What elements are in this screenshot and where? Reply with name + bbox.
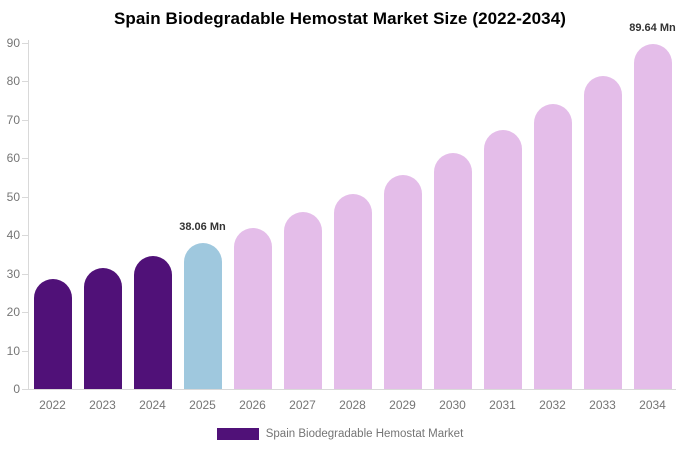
bar-2027 [283, 212, 322, 389]
y-axis-tick-mark [22, 81, 28, 83]
y-axis-tick-mark [22, 196, 28, 198]
x-axis-label-2025: 2025 [189, 398, 216, 412]
bar-2030 [433, 153, 472, 389]
annotation-2025: 38.06 Mn [179, 220, 226, 233]
bar-2032 [533, 104, 572, 389]
chart-title: Spain Biodegradable Hemostat Market Size… [113, 9, 567, 28]
legend: Spain Biodegradable Hemostat Market [0, 427, 680, 441]
x-axis-label-2028: 2028 [339, 398, 366, 412]
bar-2023 [83, 268, 122, 389]
x-axis-label-2033: 2033 [589, 398, 616, 412]
y-axis-tick-label-60: 60 [6, 151, 20, 166]
bar-2026 [233, 228, 272, 389]
x-axis-label-2022: 2022 [39, 398, 66, 412]
y-axis-tick-label-40: 40 [6, 228, 20, 243]
x-axis-label-2031: 2031 [489, 398, 516, 412]
x-axis-label-2026: 2026 [239, 398, 266, 412]
y-axis-line [28, 40, 29, 389]
y-axis-tick-mark [22, 350, 28, 352]
y-axis-tick-mark [22, 312, 28, 314]
x-axis-label-2029: 2029 [389, 398, 416, 412]
bar-2031 [483, 129, 522, 389]
x-axis-label-2024: 2024 [139, 398, 166, 412]
y-axis-tick-label-90: 90 [6, 36, 20, 50]
bar-2033 [583, 75, 622, 389]
legend-label: Spain Biodegradable Hemostat Market [265, 428, 464, 440]
y-axis-tick-label-20: 20 [6, 305, 20, 320]
y-axis-tick-label-10: 10 [6, 343, 20, 358]
y-axis-tick-mark [22, 389, 28, 390]
bar-2025 [183, 242, 222, 389]
y-axis-tick-label-70: 70 [6, 112, 20, 127]
bar-2028 [333, 194, 372, 389]
y-axis-tick-mark [22, 235, 28, 237]
legend-swatch [216, 428, 259, 440]
bar-2022 [33, 279, 72, 389]
y-axis-tick-mark [22, 43, 28, 44]
x-axis-label-2027: 2027 [289, 398, 316, 412]
x-axis-label-2023: 2023 [89, 398, 116, 412]
y-axis-tick-label-0: 0 [13, 382, 20, 396]
y-axis-tick-label-80: 80 [6, 74, 20, 89]
bar-2024 [133, 255, 172, 389]
y-axis-tick-mark [22, 119, 28, 121]
y-axis-tick-label-30: 30 [6, 266, 20, 281]
x-axis-label-2032: 2032 [539, 398, 566, 412]
x-axis-line [28, 389, 676, 390]
bar-2034 [633, 44, 672, 389]
x-axis-label-2034: 2034 [639, 398, 666, 412]
x-axis-label-2030: 2030 [439, 398, 466, 412]
bar-2029 [383, 174, 422, 389]
annotation-2034: 89.64 Mn [629, 22, 676, 35]
y-axis-tick-label-50: 50 [6, 189, 20, 204]
y-axis-tick-mark [22, 158, 28, 160]
y-axis-tick-mark [22, 273, 28, 275]
